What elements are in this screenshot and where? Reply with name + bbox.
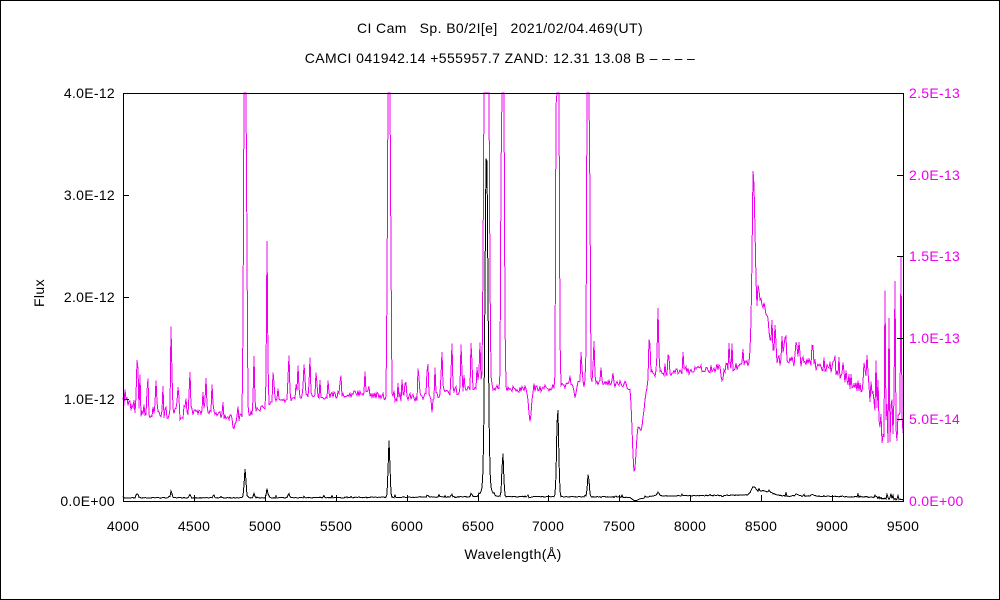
x-axis-tick-label: 5000: [248, 518, 282, 534]
y-left-tick-label: 4.0E-12: [63, 85, 115, 101]
instrumental-count-spectrum-trace: [122, 158, 904, 502]
y-right-tick-label: 1.0E-13: [909, 330, 961, 346]
x-axis-tick-label: 8000: [673, 518, 707, 534]
y-right-tick-label: 0.0E+00: [909, 493, 964, 509]
y-left-tick-label: 0.0E+00: [60, 493, 115, 509]
x-axis-tick-label: 6000: [390, 518, 424, 534]
x-axis-tick-label: 6500: [461, 518, 495, 534]
x-axis-tick-label: 4000: [106, 518, 140, 534]
y-left-tick-label: 3.0E-12: [63, 187, 115, 203]
y-right-tick-label: 5.0E-14: [909, 411, 961, 427]
y-left-tick-label: 1.0E-12: [63, 391, 115, 407]
x-axis-tick-label: 7500: [602, 518, 636, 534]
plot-frame: [123, 93, 904, 502]
x-axis-tick-label: 9500: [886, 518, 920, 534]
x-axis-tick-label: 4500: [177, 518, 211, 534]
x-axis-tick-label: 5500: [319, 518, 353, 534]
flux-calibrated-spectrum-trace: [122, 92, 904, 472]
y-right-tick-label: 2.0E-13: [909, 167, 961, 183]
x-axis-tick-label: 8500: [744, 518, 778, 534]
chart-subtitle: CAMCI 041942.14 +555957.7 ZAND: 12.31 13…: [304, 50, 696, 66]
y-left-tick-label: 2.0E-12: [63, 289, 115, 305]
x-axis-tick-label: 9000: [815, 518, 849, 534]
chart-title: CI Cam Sp. B0/2I[e] 2021/02/04.469(UT): [356, 20, 644, 36]
x-axis-title: Wavelength(Å): [464, 546, 562, 562]
x-axis-tick-label: 7000: [531, 518, 565, 534]
y-right-tick-label: 1.5E-13: [909, 248, 961, 264]
y-right-tick-label: 2.5E-13: [909, 85, 961, 101]
